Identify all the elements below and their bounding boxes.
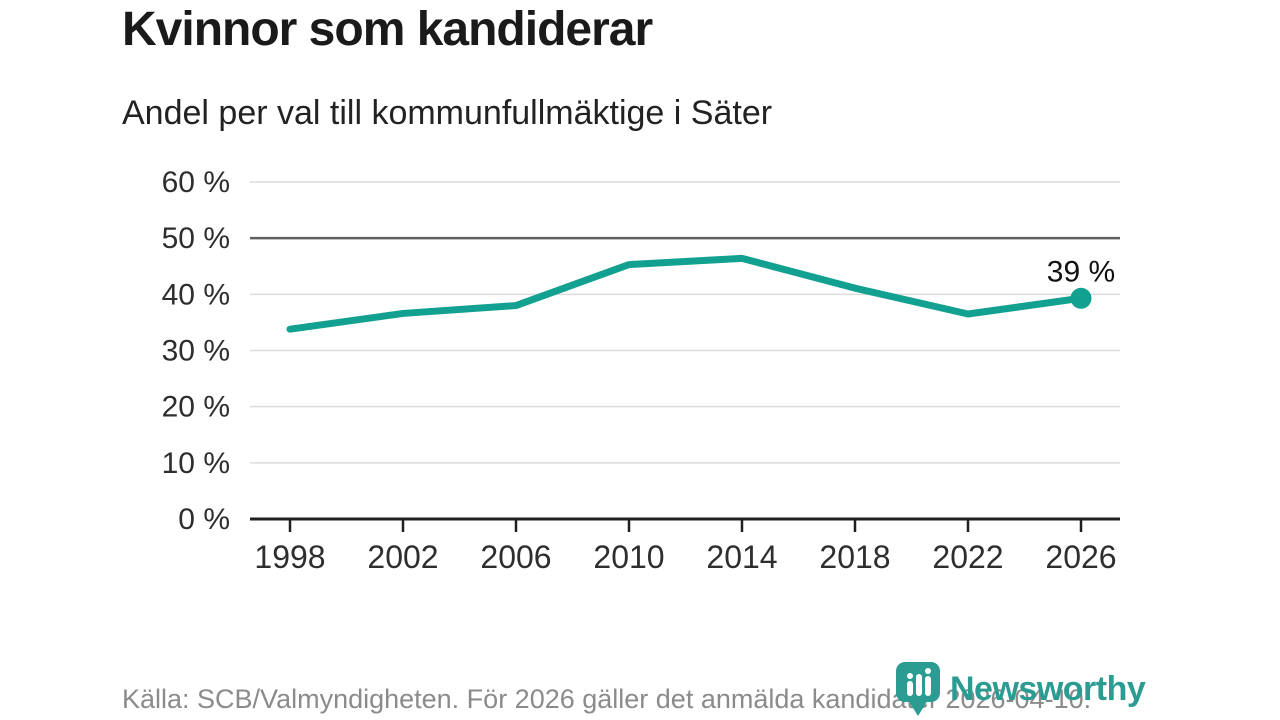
x-tick-label: 2006 [480,539,551,575]
x-tick-label: 2018 [819,539,890,575]
newsworthy-wordmark: Newsworthy [950,669,1146,708]
x-tick-label: 2002 [367,539,438,575]
newsworthy-logo[interactable]: Newsworthy [894,660,1146,718]
chart-subtitle: Andel per val till kommunfullmäktige i S… [122,94,773,132]
y-tick-label: 20 % [162,391,230,424]
end-point-label: 39 % [1047,255,1115,288]
x-tick-label: 2022 [932,539,1003,575]
y-tick-label: 30 % [162,335,230,368]
y-tick-label: 10 % [162,447,230,480]
chart-title: Kvinnor som kandiderar [122,3,653,56]
x-tick-label: 2014 [706,539,777,575]
data-line [286,254,1085,333]
x-tick-label: 2026 [1045,539,1116,575]
y-tick-label: 0 % [178,503,230,536]
x-tick-label: 1998 [254,539,325,575]
x-tick-label: 2010 [593,539,664,575]
line-chart: 0 % 10 % 20 % 30 % 40 % 50 % 60 % 1998 2002 2006 2… [162,166,1120,575]
end-point-marker [1070,287,1092,309]
newsworthy-pin-icon [896,662,940,716]
y-tick-label: 40 % [162,278,230,311]
y-tick-label: 60 % [162,166,230,199]
y-tick-label: 50 % [162,222,230,255]
